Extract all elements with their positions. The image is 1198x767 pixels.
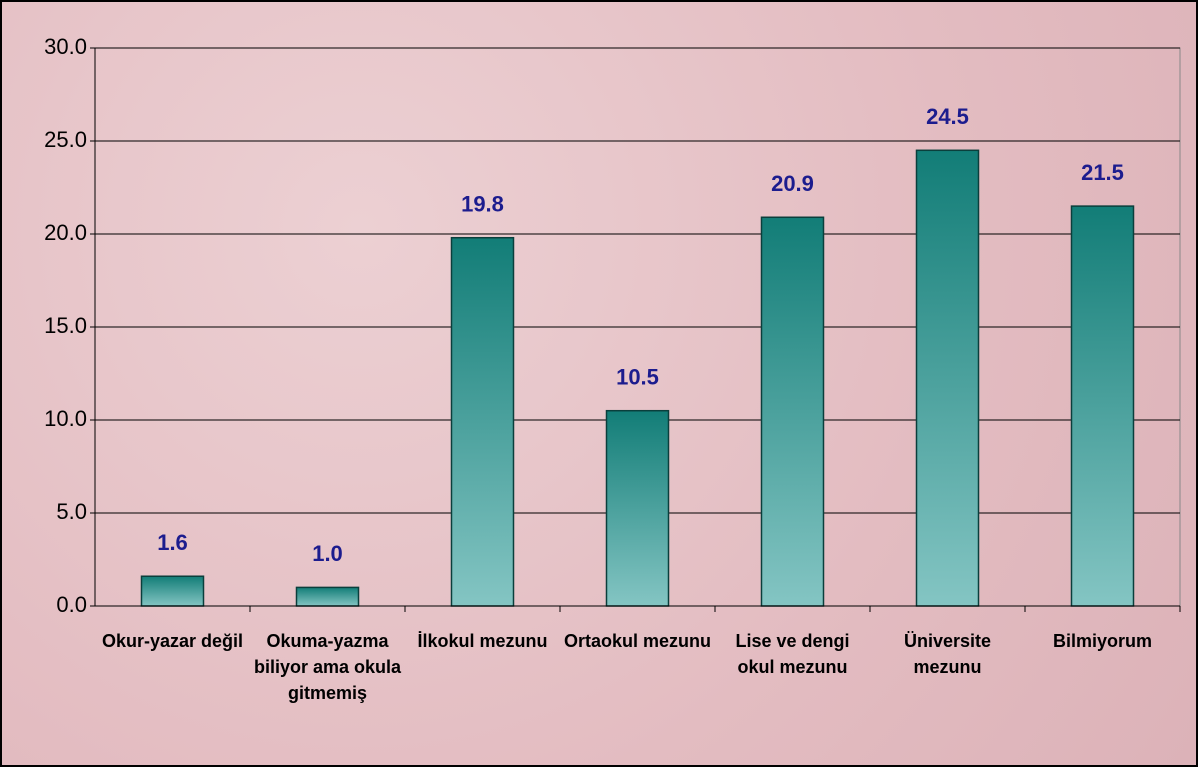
bar [760,216,825,607]
data-label: 1.6 [157,530,188,555]
y-tick-label: 30.0 [44,34,87,59]
y-tick-label: 15.0 [44,313,87,338]
x-tick-label: İlkokul mezunu [417,631,548,651]
bar [605,409,670,607]
data-label: 1.0 [312,541,343,566]
bar [915,149,980,607]
bar [295,586,360,607]
x-tick-label: Üniversite mezunu [903,631,992,677]
data-label: 24.5 [926,104,969,129]
data-label: 19.8 [461,192,504,217]
y-tick-label: 25.0 [44,127,87,152]
data-label: 20.9 [771,171,814,196]
bar [1070,205,1135,607]
bar [450,236,515,607]
x-tick-label: Okuma-yazma biliyor ama okula gitmemiş [253,631,402,703]
y-tick-label: 20.0 [44,220,87,245]
x-tick-label: Lise ve dengi okul mezunu [735,631,850,677]
y-tick-label: 5.0 [56,499,87,524]
y-tick-label: 10.0 [44,406,87,431]
data-label: 10.5 [616,365,659,390]
y-tick-label: 0.0 [56,592,87,617]
bar [140,575,205,607]
x-tick-label: Bilmiyorum [1052,631,1153,651]
data-label: 21.5 [1081,160,1124,185]
x-tick-label: Okur-yazar değil [101,631,244,651]
x-tick-label: Ortaokul mezunu [563,631,711,651]
